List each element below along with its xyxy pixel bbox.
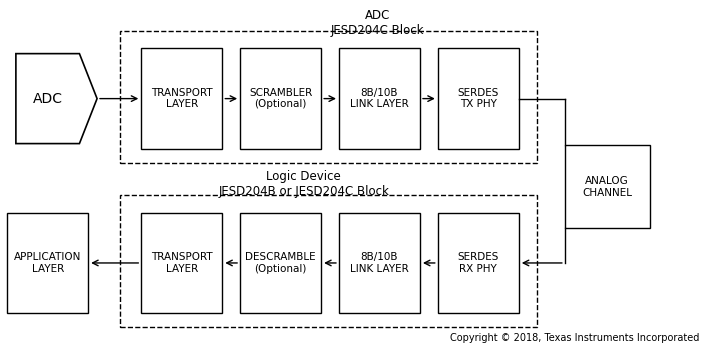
Bar	[120, 195, 537, 327]
Text: SCRAMBLER
(Optional): SCRAMBLER (Optional)	[249, 88, 312, 109]
Text: TRANSPORT
LAYER: TRANSPORT LAYER	[151, 252, 213, 274]
Text: ADC
JESD204C Block: ADC JESD204C Block	[331, 9, 424, 37]
Bar	[438, 213, 519, 313]
Bar	[120, 31, 537, 163]
Text: DESCRAMBLE
(Optional): DESCRAMBLE (Optional)	[245, 252, 316, 274]
Text: 8B/10B
LINK LAYER: 8B/10B LINK LAYER	[350, 88, 409, 109]
Text: SERDES
RX PHY: SERDES RX PHY	[457, 252, 499, 274]
Bar	[141, 48, 222, 149]
Text: 8B/10B
LINK LAYER: 8B/10B LINK LAYER	[350, 252, 409, 274]
Bar	[7, 213, 88, 313]
Text: ANALOG
CHANNEL: ANALOG CHANNEL	[582, 176, 632, 198]
Text: APPLICATION
LAYER: APPLICATION LAYER	[14, 252, 81, 274]
Text: Copyright © 2018, Texas Instruments Incorporated: Copyright © 2018, Texas Instruments Inco…	[450, 333, 699, 343]
Text: Logic Device
JESD204B or JESD204C Block: Logic Device JESD204B or JESD204C Block	[218, 170, 389, 198]
Text: SERDES
TX PHY: SERDES TX PHY	[457, 88, 499, 109]
Bar	[141, 213, 222, 313]
Bar	[240, 48, 321, 149]
Bar	[438, 48, 519, 149]
Bar	[565, 145, 650, 228]
Text: TRANSPORT
LAYER: TRANSPORT LAYER	[151, 88, 213, 109]
Text: ADC: ADC	[33, 92, 63, 106]
Polygon shape	[16, 54, 97, 144]
Bar	[339, 213, 420, 313]
Bar	[240, 213, 321, 313]
Bar	[339, 48, 420, 149]
